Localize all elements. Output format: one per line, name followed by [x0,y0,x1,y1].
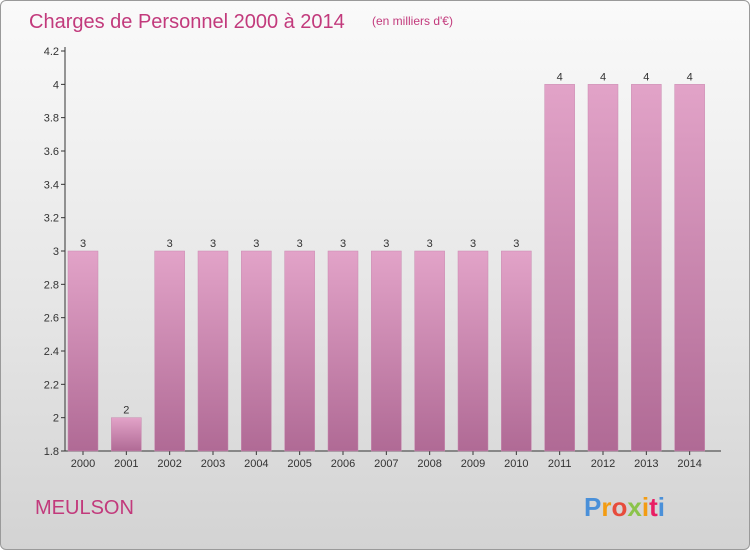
data-label: 4 [557,71,563,83]
data-label: 4 [687,71,693,83]
y-tick-label: 2.2 [44,379,59,391]
data-label: 2 [123,405,129,417]
bar [241,250,272,452]
data-label: 3 [470,238,476,250]
y-tick-label: 1.8 [44,446,59,458]
x-tick-label: 2006 [331,458,355,470]
data-label: 3 [513,238,519,250]
bar [154,250,185,452]
bar [414,250,445,452]
data-label: 3 [80,238,86,250]
bar [544,84,575,452]
x-tick-label: 2000 [71,458,95,470]
x-tick-label: 2009 [461,458,485,470]
logo-letter: t [649,492,658,522]
data-label: 3 [253,238,259,250]
bar-group: 3 2 3 3 3 3 3 3 3 3 3 4 4 4 4 [67,71,705,452]
data-label: 4 [643,71,649,83]
chart-subtitle: (en milliers d'€) [372,14,453,28]
logo-letter: i [642,492,649,522]
bar [111,417,142,452]
x-tick-label: 2007 [374,458,398,470]
commune-name: MEULSON [35,497,134,519]
logo-letter: x [627,492,642,522]
bar [674,84,705,452]
bar [197,250,229,452]
x-tick-label: 2003 [201,458,225,470]
data-label: 3 [167,238,173,250]
logo-letter: i [658,492,665,522]
y-tick-label: 2.6 [44,313,59,325]
data-label: 3 [297,238,303,250]
data-label: 3 [340,238,346,250]
x-tick-label: 2013 [634,458,658,470]
chart-axes: 1.8 2 2.2 2.4 2.6 2.8 3 3.2 3.4 3.6 3.8 4 4.2 2000 200… [44,46,721,470]
data-label: 3 [210,238,216,250]
bar [327,250,359,452]
data-label: 4 [600,71,606,83]
y-tick-label: 3.2 [44,213,59,225]
y-tick-label: 2.4 [44,346,59,358]
logo-letter: r [601,492,611,522]
x-tick-label: 2012 [591,458,615,470]
y-tick-label: 4.2 [44,46,59,58]
y-tick-label: 3 [53,246,59,258]
bar [631,84,662,452]
y-tick-label: 2.8 [44,279,59,291]
x-tick-label: 2010 [504,458,528,470]
y-tick-label: 4 [53,79,59,91]
x-tick-label: 2001 [114,458,138,470]
bar [501,250,532,452]
data-label: 3 [383,238,389,250]
y-tick-label: 3.6 [44,146,59,158]
x-tick-label: 2002 [157,458,181,470]
y-tick-label: 3.4 [44,179,59,191]
logo-letter: P [584,492,601,522]
y-tick-label: 2 [53,413,59,425]
bar [371,250,402,452]
y-tick-label: 3.8 [44,113,59,125]
x-tick-label: 2008 [417,458,441,470]
bar [587,84,619,452]
proxiti-logo: Proxiti [584,492,665,522]
bar [67,250,99,452]
bar [284,250,315,452]
chart-title: Charges de Personnel 2000 à 2014 [29,11,345,33]
logo-letter: o [611,492,627,522]
x-tick-label: 2005 [287,458,311,470]
bar [457,250,489,452]
x-tick-label: 2011 [548,458,572,470]
data-label: 3 [427,238,433,250]
x-tick-label: 2004 [244,458,268,470]
x-tick-label: 2014 [677,458,701,470]
